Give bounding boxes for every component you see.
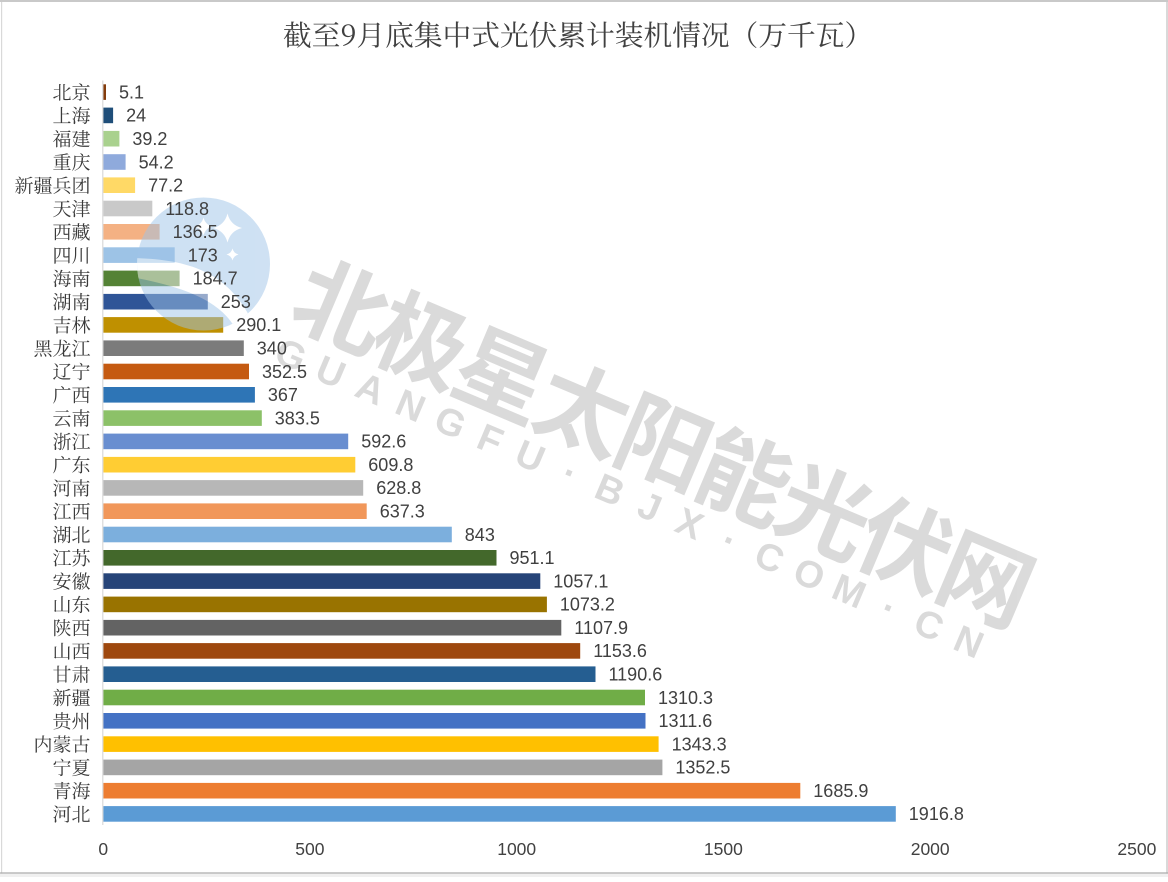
svg-text:367: 367 [268,385,298,405]
svg-text:2000: 2000 [911,839,950,859]
svg-text:1343.3: 1343.3 [672,734,727,754]
svg-text:290.1: 290.1 [236,315,281,335]
svg-text:1000: 1000 [497,839,536,859]
svg-text:184.7: 184.7 [193,269,238,289]
svg-text:1057.1: 1057.1 [553,571,608,591]
svg-text:77.2: 77.2 [148,176,183,196]
svg-text:1310.3: 1310.3 [658,688,713,708]
svg-text:136.5: 136.5 [173,222,218,242]
svg-text:1311.6: 1311.6 [659,711,713,731]
svg-text:1153.6: 1153.6 [593,641,647,661]
svg-text:1352.5: 1352.5 [675,758,730,778]
svg-text:1500: 1500 [704,839,743,859]
svg-text:637.3: 637.3 [380,502,425,522]
svg-text:1107.9: 1107.9 [574,618,628,638]
svg-text:843: 843 [465,525,495,545]
svg-text:352.5: 352.5 [262,362,307,382]
svg-text:5.1: 5.1 [119,82,144,102]
svg-text:2500: 2500 [1117,839,1156,859]
svg-text:39.2: 39.2 [132,129,167,149]
svg-text:1685.9: 1685.9 [813,781,868,801]
svg-text:951.1: 951.1 [510,548,555,568]
svg-text:1073.2: 1073.2 [560,595,615,615]
svg-text:173: 173 [188,245,218,265]
svg-text:500: 500 [295,839,324,859]
svg-text:1916.8: 1916.8 [909,804,964,824]
svg-text:1190.6: 1190.6 [609,665,663,685]
svg-text:592.6: 592.6 [361,432,406,452]
svg-text:340: 340 [257,339,287,359]
svg-text:628.8: 628.8 [376,478,421,498]
svg-text:118.8: 118.8 [165,199,209,219]
svg-text:24: 24 [126,106,146,126]
svg-text:54.2: 54.2 [139,152,174,172]
svg-text:0: 0 [98,839,108,859]
svg-text:383.5: 383.5 [275,408,320,428]
svg-text:253: 253 [221,292,251,312]
svg-text:609.8: 609.8 [368,455,413,475]
